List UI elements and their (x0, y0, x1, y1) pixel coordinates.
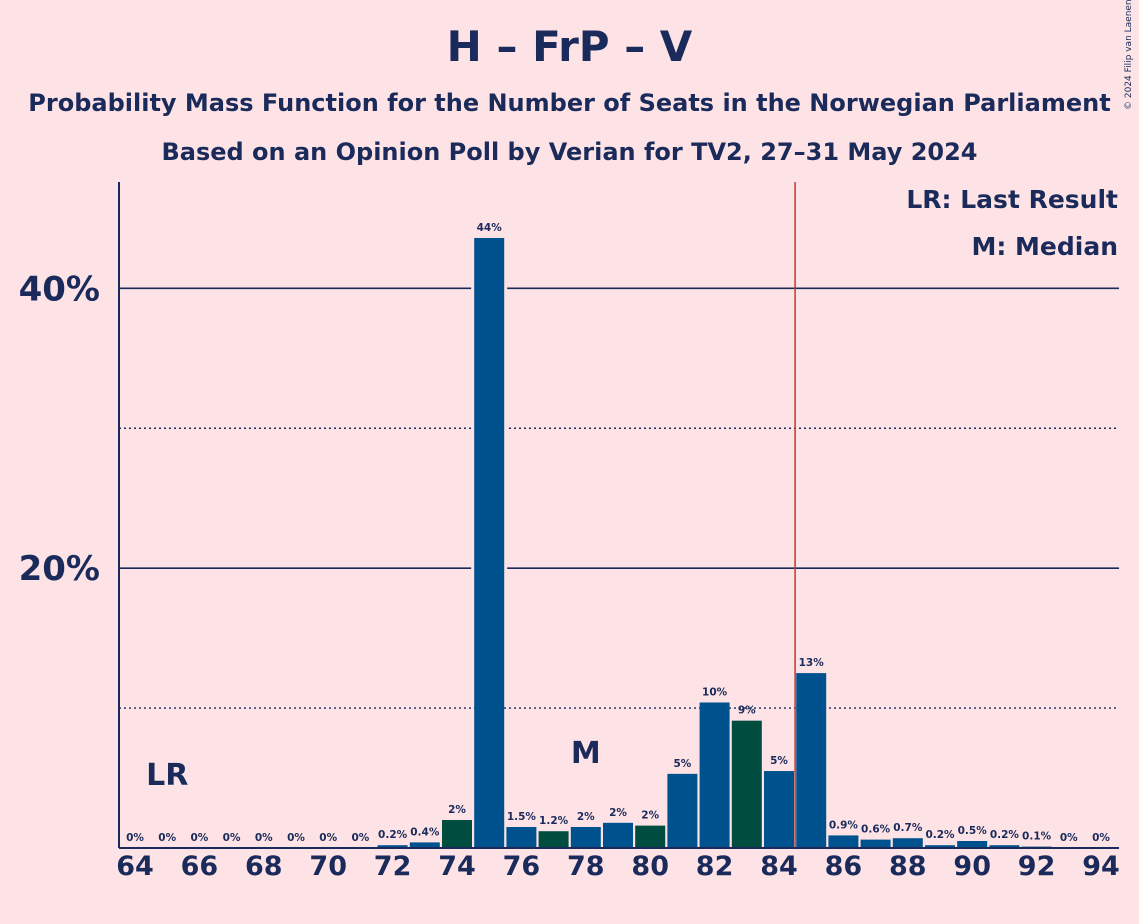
bar-label-80: 2% (641, 810, 659, 822)
bar-label-74: 2% (448, 804, 466, 816)
bar-label-65: 0% (158, 832, 176, 844)
bar-label-83: 9% (738, 705, 756, 717)
legend-last-result: LR: Last Result (906, 185, 1118, 214)
bar-label-69: 0% (287, 832, 305, 844)
median-marker: M (571, 736, 601, 771)
bar-label-84: 5% (770, 755, 788, 767)
x-tick-82: 82 (696, 851, 734, 882)
bar-76 (506, 827, 537, 848)
bar-label-67: 0% (223, 832, 241, 844)
bar-77 (538, 831, 569, 848)
bar-label-71: 0% (351, 832, 369, 844)
bar-label-93: 0% (1060, 832, 1078, 844)
last-result-marker: LR (146, 758, 188, 793)
bar-label-77: 1.2% (539, 815, 569, 827)
chart-subtitle-2: Based on an Opinion Poll by Verian for T… (161, 138, 978, 166)
bar-label-75: 44% (477, 222, 503, 234)
bar-label-91: 0.2% (990, 829, 1020, 841)
bar-label-88: 0.7% (893, 822, 923, 834)
bar-88 (892, 838, 923, 848)
bar-label-68: 0% (255, 832, 273, 844)
bar-label-92: 0.1% (1022, 831, 1052, 843)
x-tick-92: 92 (1018, 851, 1056, 882)
x-tick-76: 76 (503, 851, 541, 882)
gridlines (119, 182, 1119, 709)
legend-median: M: Median (971, 232, 1118, 261)
tick-labels: 64 66 68 70 72 74 76 78 80 82 84 86 88 90 92 94 20% 40% (19, 269, 1120, 882)
bar-label-89: 0.2% (925, 829, 955, 841)
bar-label-76: 1.5% (507, 811, 537, 823)
x-tick-64: 64 (116, 851, 154, 882)
x-tick-90: 90 (953, 851, 991, 882)
annotations: LR M (146, 736, 601, 793)
x-tick-66: 66 (181, 851, 219, 882)
bar-label-94: 0% (1092, 832, 1110, 844)
bar-81 (667, 773, 698, 848)
bar-86 (828, 835, 859, 848)
bar-label-87: 0.6% (861, 824, 891, 836)
axes (118, 182, 1119, 849)
x-tick-72: 72 (374, 851, 412, 882)
bar-label-72: 0.2% (378, 829, 408, 841)
x-tick-68: 68 (245, 851, 283, 882)
bar-label-78: 2% (577, 811, 595, 823)
bar-label-79: 2% (609, 807, 627, 819)
x-tick-88: 88 (889, 851, 927, 882)
x-tick-70: 70 (309, 851, 347, 882)
bar-labels: 0% 0% 0% 0% 0% 0% 0% 0% 0.2% 0.4%2%44%1.5% 1.2% 2% 2… (126, 222, 1110, 844)
bar-80 (635, 825, 666, 848)
bar-90 (957, 841, 988, 848)
chart-subtitle-1: Probability Mass Function for the Number… (28, 89, 1111, 117)
bar-89 (925, 845, 955, 848)
chart-title: H – FrP – V (446, 22, 693, 71)
bar-label-66: 0% (190, 832, 208, 844)
bar-72 (377, 845, 408, 848)
y-tick-20: 20% (19, 549, 100, 589)
x-tick-84: 84 (760, 851, 798, 882)
x-tick-86: 86 (825, 851, 863, 882)
bar-78 (570, 827, 601, 848)
bar-label-85: 13% (799, 657, 825, 669)
bar-label-70: 0% (319, 832, 337, 844)
bar-label-86: 0.9% (829, 819, 859, 831)
bar-label-73: 0.4% (410, 826, 440, 838)
x-tick-74: 74 (438, 851, 476, 882)
x-tick-78: 78 (567, 851, 605, 882)
x-tick-80: 80 (631, 851, 669, 882)
bar-84 (764, 771, 794, 848)
bar-75 (474, 237, 505, 849)
bar-83 (731, 720, 762, 848)
bar-74 (442, 820, 472, 848)
bar-87 (860, 839, 891, 848)
x-tick-94: 94 (1082, 851, 1120, 882)
y-tick-40: 40% (19, 269, 100, 309)
bar-label-90: 0.5% (958, 825, 988, 837)
bar-91 (989, 845, 1020, 848)
bar-label-81: 5% (673, 758, 691, 770)
bar-85 (796, 673, 827, 848)
bar-79 (603, 822, 633, 848)
bar-82 (699, 702, 730, 848)
bar-label-64: 0% (126, 832, 144, 844)
bars (377, 237, 1052, 849)
bar-label-82: 10% (702, 686, 728, 698)
bar-73 (409, 842, 440, 848)
